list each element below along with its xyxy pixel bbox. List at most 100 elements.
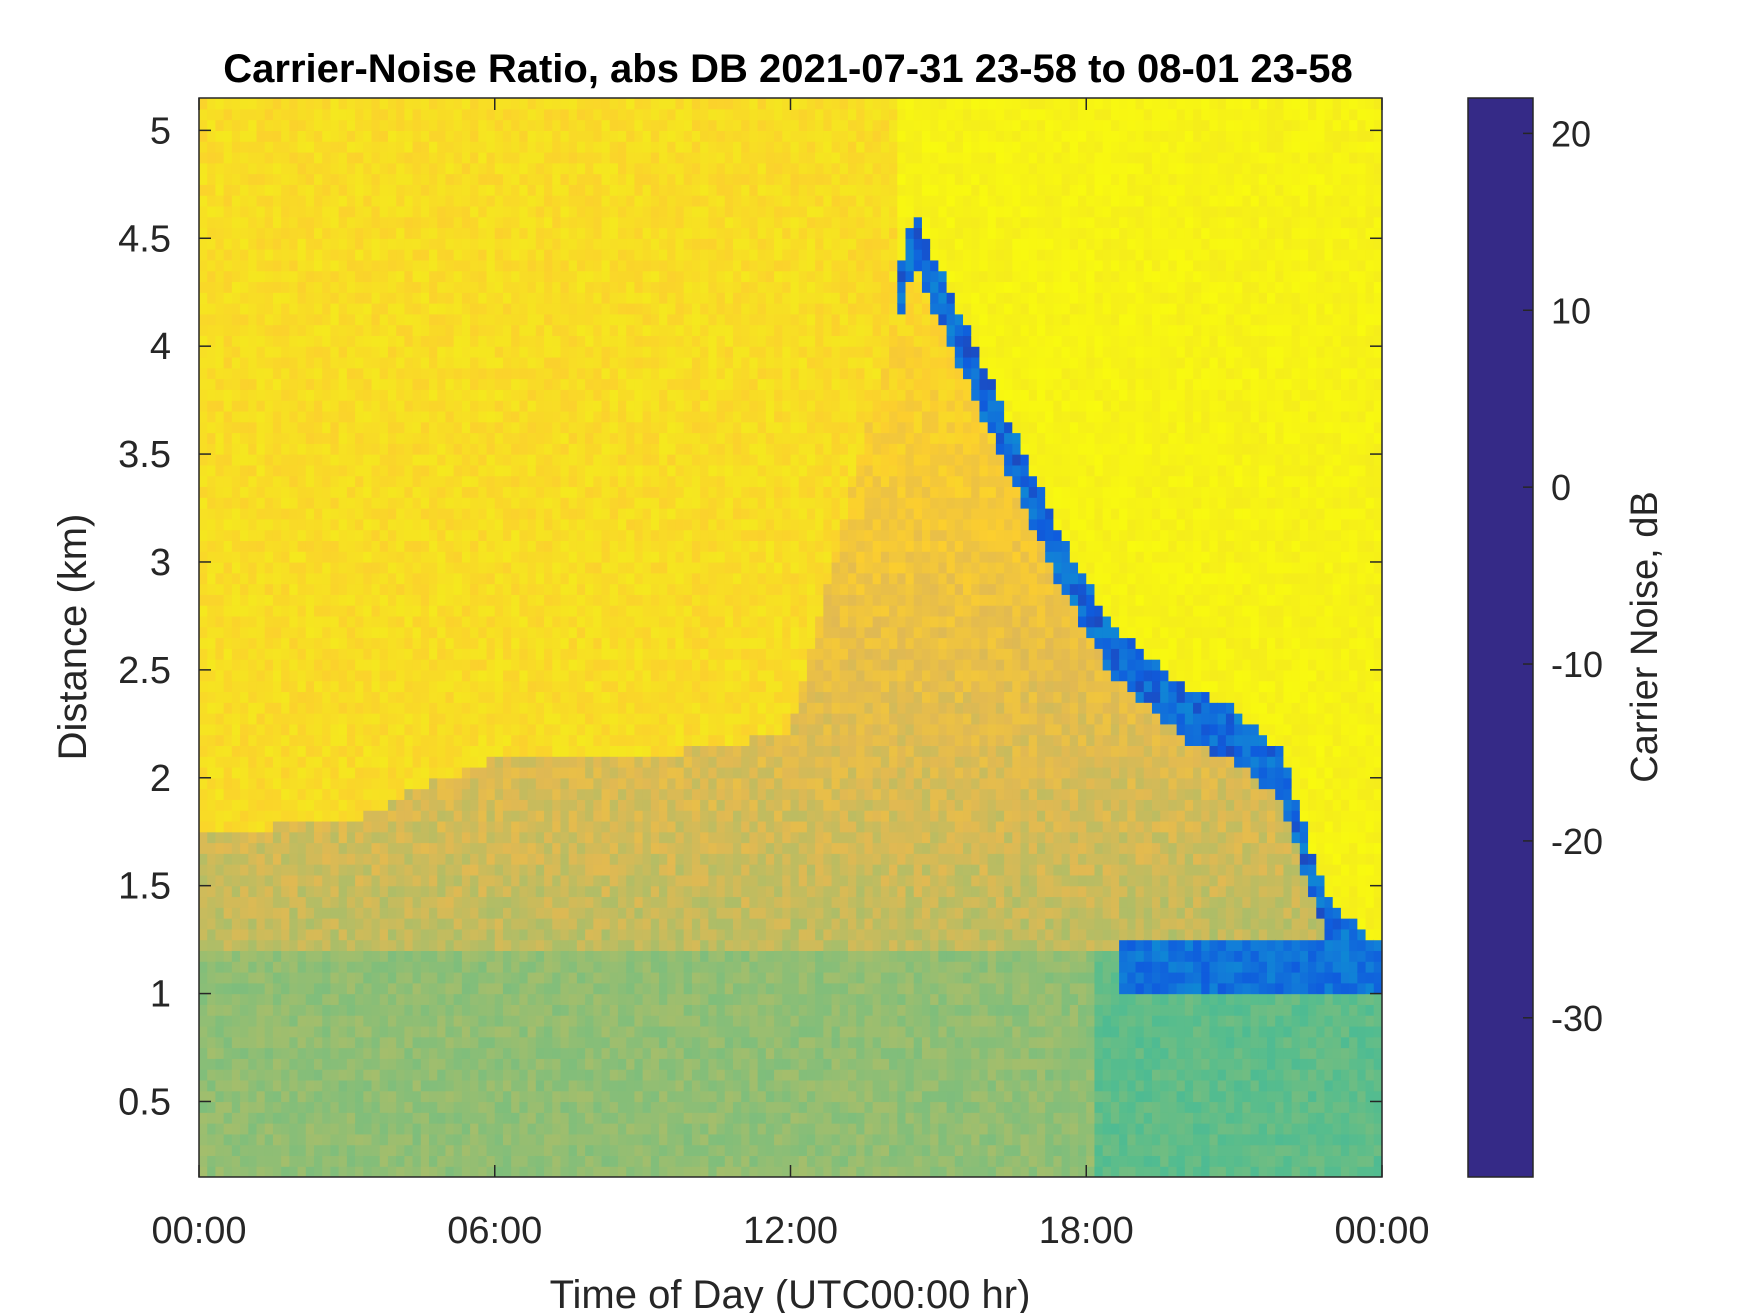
heatmap-cell xyxy=(437,464,447,477)
heatmap-cell xyxy=(387,928,397,941)
heatmap-cell xyxy=(470,788,479,800)
heatmap-cell xyxy=(338,723,348,736)
heatmap-cell xyxy=(502,313,512,326)
heatmap-cell xyxy=(453,1155,463,1167)
heatmap-cell xyxy=(593,443,603,455)
heatmap-cell xyxy=(207,410,217,423)
heatmap-cell xyxy=(281,98,290,110)
heatmap-cell xyxy=(601,799,611,811)
heatmap-cell xyxy=(223,249,233,261)
heatmap-cell xyxy=(576,799,586,811)
heatmap-cell xyxy=(322,508,332,520)
heatmap-cell xyxy=(445,141,455,153)
heatmap-cell xyxy=(568,1047,578,1059)
heatmap-cell xyxy=(576,313,586,326)
heatmap-cell xyxy=(404,141,414,153)
heatmap-cell xyxy=(199,1166,208,1177)
heatmap-cell xyxy=(519,659,529,671)
heatmap-cell xyxy=(486,184,496,196)
heatmap-cell xyxy=(346,454,356,466)
heatmap-cell xyxy=(576,961,586,973)
heatmap-cell xyxy=(535,680,545,693)
heatmap-cell xyxy=(346,842,356,854)
heatmap-cell xyxy=(281,303,290,315)
heatmap-cell xyxy=(560,1079,570,1092)
heatmap-cell xyxy=(519,216,529,229)
heatmap-cell xyxy=(568,1144,578,1157)
heatmap-cell xyxy=(281,389,290,401)
heatmap-cell xyxy=(379,583,389,595)
heatmap-cell xyxy=(412,993,422,1005)
heatmap-cell xyxy=(289,864,299,876)
heatmap-cell xyxy=(223,756,233,768)
heatmap-cell xyxy=(453,615,463,628)
heatmap-cell xyxy=(215,346,225,358)
heatmap-cell xyxy=(248,831,258,844)
heatmap-cell xyxy=(404,259,414,272)
heatmap-cell xyxy=(215,410,225,423)
heatmap-cell xyxy=(297,799,307,811)
heatmap-cell xyxy=(305,281,315,293)
heatmap-cell xyxy=(527,378,537,390)
heatmap-cell xyxy=(215,141,225,153)
heatmap-cell xyxy=(272,594,282,606)
heatmap-cell xyxy=(494,788,504,800)
heatmap-cell xyxy=(371,1058,381,1070)
heatmap-cell xyxy=(256,853,266,865)
heatmap-cell xyxy=(478,486,488,498)
heatmap-cell xyxy=(535,637,545,649)
heatmap-cell xyxy=(576,195,586,207)
heatmap-cell xyxy=(453,98,463,110)
heatmap-cell xyxy=(511,1133,520,1146)
heatmap-cell xyxy=(502,1144,512,1157)
heatmap-cell xyxy=(371,195,381,207)
heatmap-cell xyxy=(486,594,496,606)
heatmap-cell xyxy=(552,1036,562,1049)
heatmap-cell xyxy=(445,454,455,466)
heatmap-cell xyxy=(305,702,315,714)
heatmap-cell xyxy=(478,734,488,746)
heatmap-cell xyxy=(272,518,282,531)
heatmap-cell xyxy=(486,1036,496,1049)
heatmap-cell xyxy=(420,335,430,347)
heatmap-cell xyxy=(314,518,323,531)
heatmap-cell xyxy=(223,594,233,606)
heatmap-cell xyxy=(461,745,471,757)
heatmap-cell xyxy=(560,1101,570,1113)
heatmap-cell xyxy=(486,195,496,207)
heatmap-cell xyxy=(502,151,512,164)
heatmap-cell xyxy=(494,313,504,326)
heatmap-cell xyxy=(470,1047,479,1059)
heatmap-cell xyxy=(593,648,603,660)
heatmap-cell xyxy=(552,874,562,887)
heatmap-cell xyxy=(535,561,545,574)
heatmap-cell xyxy=(199,605,208,617)
heatmap-cell xyxy=(453,993,463,1005)
heatmap-cell xyxy=(412,659,422,671)
heatmap-cell xyxy=(494,195,504,207)
heatmap-cell xyxy=(314,184,323,196)
heatmap-cell xyxy=(535,421,545,434)
heatmap-cell xyxy=(355,346,364,358)
heatmap-cell xyxy=(256,734,266,746)
heatmap-cell xyxy=(486,572,496,585)
heatmap-cell xyxy=(404,788,414,800)
heatmap-cell xyxy=(420,173,430,185)
heatmap-cell xyxy=(272,108,282,121)
heatmap-cell xyxy=(223,669,233,682)
heatmap-cell xyxy=(289,151,299,164)
heatmap-cell xyxy=(486,443,496,455)
heatmap-cell xyxy=(527,464,537,477)
heatmap-cell xyxy=(240,874,249,887)
heatmap-cell xyxy=(535,173,545,185)
heatmap-cell xyxy=(470,378,479,390)
heatmap-cell xyxy=(231,1112,241,1124)
heatmap-cell xyxy=(379,346,389,358)
heatmap-cell xyxy=(544,238,553,250)
heatmap-cell xyxy=(338,1112,348,1124)
heatmap-cell xyxy=(240,205,249,218)
heatmap-cell xyxy=(305,961,315,973)
heatmap-cell xyxy=(314,151,323,164)
heatmap-cell xyxy=(289,292,299,304)
heatmap-cell xyxy=(240,227,249,239)
